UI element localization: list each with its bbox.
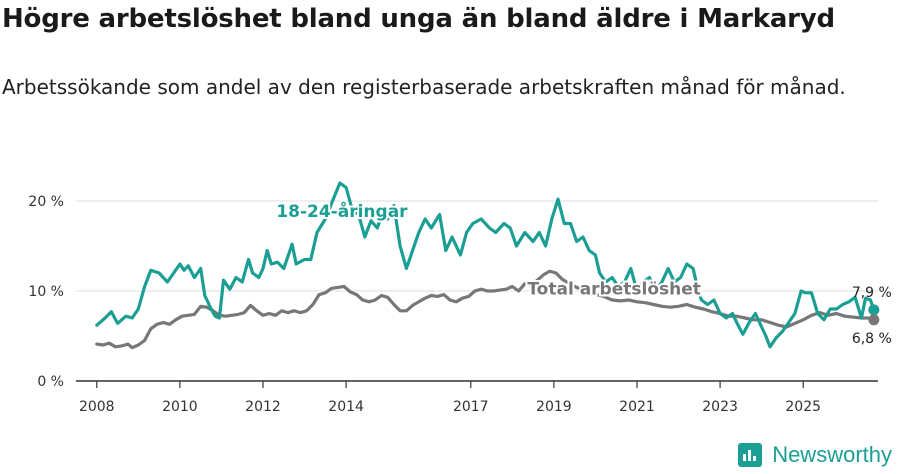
youth-series-label: 18-24-åringar: [276, 200, 408, 222]
y-tick-label: 10 %: [28, 284, 64, 300]
total-unemployment-line: [95, 269, 876, 350]
youth-end-value-label: 7,9 %: [852, 285, 892, 301]
newsworthy-logo-icon: [738, 443, 763, 467]
x-tick-label: 2019: [536, 399, 572, 415]
youth-unemployment-line: [95, 181, 876, 349]
x-tick-label: 2025: [785, 399, 821, 415]
end-markers: 7,9 % 6,8 %: [852, 285, 892, 347]
x-tick-label: 2023: [702, 399, 738, 415]
y-axis-ticks: 0 % 10 % 20 %: [28, 194, 64, 390]
chart-subtitle: Arbetssökande som andel av den registerb…: [2, 75, 846, 99]
x-tick-label: 2008: [79, 399, 115, 415]
total-series-label: Total arbetslöshet: [527, 280, 701, 300]
y-tick-label: 0 %: [37, 374, 64, 390]
newsworthy-brand[interactable]: Newsworthy: [738, 442, 892, 468]
x-tick-label: 2021: [619, 399, 655, 415]
total-end-value-label: 6,8 %: [852, 331, 892, 347]
chart-title: Högre arbetslöshet bland unga än bland ä…: [2, 4, 835, 34]
y-tick-label: 20 %: [28, 194, 64, 210]
x-tick-label: 2014: [328, 399, 364, 415]
brand-name: Newsworthy: [772, 442, 892, 467]
x-tick-label: 2017: [453, 399, 489, 415]
youth-end-marker: [868, 304, 880, 316]
series-lines: [95, 181, 876, 350]
total-end-marker: [868, 314, 880, 326]
x-tick-label: 2012: [245, 399, 281, 415]
series-labels: 18-24-åringar Total arbetslöshet: [274, 198, 703, 301]
x-axis: 2008 2010 2012 2014 2017 2019 2021 2023 2025: [76, 380, 878, 415]
x-tick-label: 2010: [162, 399, 198, 415]
